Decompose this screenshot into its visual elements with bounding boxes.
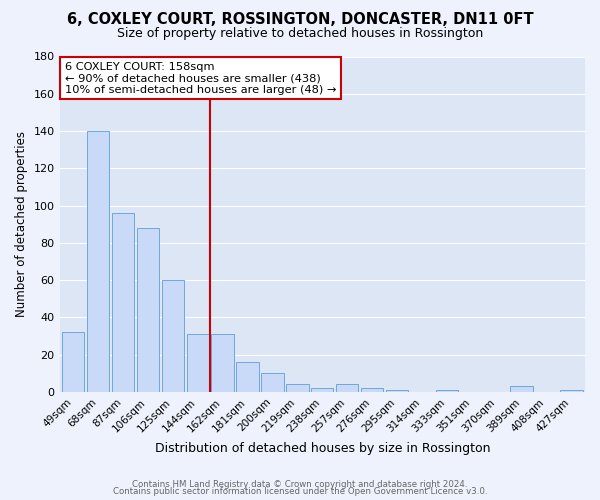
- Bar: [62, 332, 85, 392]
- Bar: [211, 334, 234, 392]
- Text: 6 COXLEY COURT: 158sqm
← 90% of detached houses are smaller (438)
10% of semi-de: 6 COXLEY COURT: 158sqm ← 90% of detached…: [65, 62, 336, 94]
- Text: 6, COXLEY COURT, ROSSINGTON, DONCASTER, DN11 0FT: 6, COXLEY COURT, ROSSINGTON, DONCASTER, …: [67, 12, 533, 28]
- Bar: [112, 213, 134, 392]
- Bar: [236, 362, 259, 392]
- Text: Contains HM Land Registry data © Crown copyright and database right 2024.: Contains HM Land Registry data © Crown c…: [132, 480, 468, 489]
- Bar: [510, 386, 533, 392]
- Text: Size of property relative to detached houses in Rossington: Size of property relative to detached ho…: [117, 28, 483, 40]
- Text: Contains public sector information licensed under the Open Government Licence v3: Contains public sector information licen…: [113, 488, 487, 496]
- Bar: [311, 388, 334, 392]
- Bar: [161, 280, 184, 392]
- X-axis label: Distribution of detached houses by size in Rossington: Distribution of detached houses by size …: [155, 442, 490, 455]
- Bar: [87, 131, 109, 392]
- Bar: [361, 388, 383, 392]
- Bar: [261, 374, 284, 392]
- Bar: [137, 228, 159, 392]
- Bar: [187, 334, 209, 392]
- Bar: [436, 390, 458, 392]
- Bar: [336, 384, 358, 392]
- Y-axis label: Number of detached properties: Number of detached properties: [15, 131, 28, 317]
- Bar: [560, 390, 583, 392]
- Bar: [386, 390, 408, 392]
- Bar: [286, 384, 308, 392]
